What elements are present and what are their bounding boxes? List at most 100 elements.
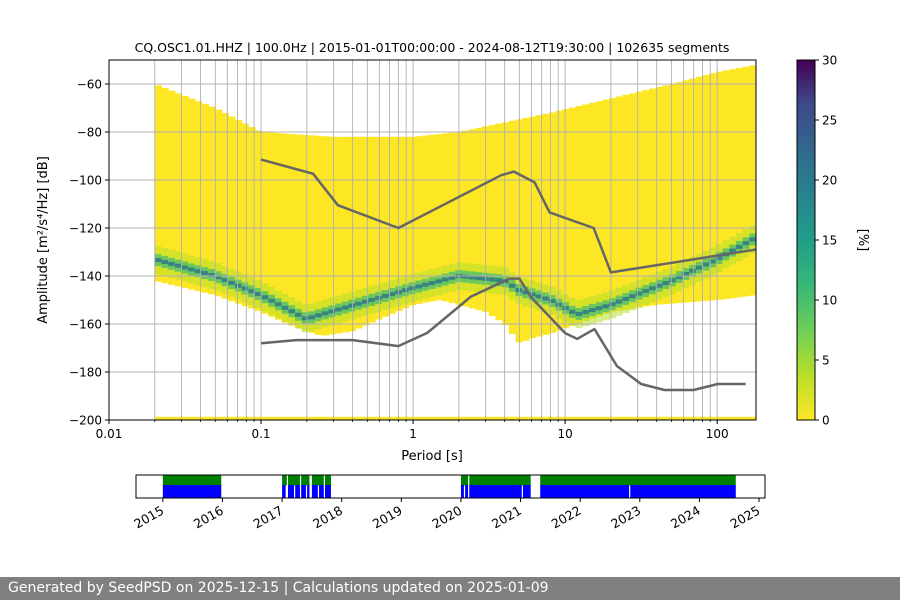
density-band-core (709, 259, 717, 264)
density-band (435, 134, 443, 301)
colorbar: 0 5 10 15 20 25 30 [%] (796, 54, 870, 428)
density-band (308, 135, 316, 333)
density-band-core (361, 299, 370, 304)
density-band (735, 67, 744, 298)
density-band (194, 101, 203, 292)
density-band-core (194, 269, 203, 274)
timeline-green-segment (311, 475, 324, 486)
timeline-blue-segment (630, 485, 736, 498)
density-band (555, 110, 563, 331)
plot-area: 0.01 0.1 1 10 100 −60 −80 −100 −120 −140 −160 −180… (69, 59, 757, 441)
density-band-core (254, 292, 263, 297)
density-band (468, 129, 477, 309)
density-band-core (408, 286, 416, 291)
footer: Generated by SeedPSD on 2025-12-15 | Cal… (0, 577, 900, 600)
density-band (522, 118, 530, 341)
density-band (201, 103, 209, 293)
x-axis-label: Period [s] (401, 449, 463, 464)
timeline-green-segment (540, 475, 736, 486)
density-band-core (475, 276, 483, 281)
density-band-core (682, 271, 690, 276)
plot-frame (108, 59, 757, 421)
density-band (582, 104, 590, 321)
density-band (575, 106, 583, 324)
colorbar-tick-label: 30 (822, 54, 837, 68)
density-band (395, 136, 403, 311)
density-band (335, 136, 343, 334)
timeline-tick-label: 2015 (131, 503, 166, 532)
density-band (321, 136, 330, 336)
density-band-core (629, 294, 637, 299)
density-band (675, 81, 684, 304)
density-band (588, 102, 597, 319)
density-band-core (609, 302, 617, 307)
density-band (174, 93, 183, 287)
density-band-core (341, 305, 350, 310)
colorbar-tick-label: 15 (822, 234, 837, 248)
density-band-core (401, 288, 410, 293)
density-band (428, 134, 436, 302)
timeline-green-segment (469, 475, 531, 486)
density-band (448, 132, 456, 304)
density-band-core (328, 309, 336, 314)
density-band-core (689, 268, 697, 273)
density-band-core (248, 289, 256, 294)
timeline-blue-segment (460, 485, 464, 498)
footer-text: Generated by SeedPSD on 2025-12-15 | Cal… (8, 580, 549, 596)
noise-model-curves (260, 158, 756, 392)
density-band-core (702, 262, 710, 267)
density-band-core (749, 237, 756, 242)
density-band-core (468, 275, 477, 280)
density-band (742, 66, 750, 297)
density-band (655, 86, 664, 305)
density-band-core (415, 284, 423, 289)
timeline-green-segment (282, 475, 287, 486)
colorbar-tick-label: 25 (822, 114, 837, 128)
density-band (341, 136, 350, 333)
density-band (368, 136, 376, 323)
density-band (642, 90, 650, 307)
density-band (301, 134, 310, 331)
density-band (462, 130, 470, 307)
density-band-core (421, 282, 430, 287)
chart-title: CQ.OSC1.01.HHZ | 100.0Hz | 2015-01-01T00… (135, 40, 730, 55)
density-band (495, 123, 503, 321)
density-band (615, 96, 623, 311)
y-tick-label: −100 (69, 174, 102, 188)
timeline-blue-segment (295, 485, 300, 498)
density-band-core (281, 305, 289, 310)
density-band (268, 132, 276, 317)
density-band-core (275, 302, 283, 307)
density-band (649, 88, 657, 306)
density-band (609, 98, 617, 312)
density-band (508, 120, 517, 334)
density-band (662, 85, 670, 305)
density-band (315, 135, 323, 335)
density-band (502, 122, 510, 326)
timeline-year-ticks: 2015 2016 2017 2018 2019 2020 2021 2022 2023 2024… (131, 498, 763, 532)
x-tick-label: 0.1 (251, 427, 270, 441)
timeline-blue-segment (282, 485, 286, 498)
density-band-core (321, 311, 330, 316)
density-band-core (308, 315, 316, 320)
density-band-core (548, 298, 557, 303)
density-band-core (228, 280, 236, 285)
density-band-core (261, 295, 269, 300)
density-band-core (528, 292, 537, 297)
timeline-blue-segment (465, 485, 469, 498)
density-band (421, 135, 430, 303)
timeline-tick-label: 2020 (429, 503, 464, 532)
density-band-core (635, 291, 644, 296)
density-band (702, 74, 710, 301)
nlnm-curve (260, 277, 746, 392)
density-band (275, 133, 283, 320)
colorbar-tick-label: 10 (822, 294, 837, 308)
y-tick-label: −60 (77, 78, 102, 92)
density-band-core (168, 261, 176, 266)
density-floor (154, 416, 756, 420)
density-band (488, 125, 497, 317)
density-band-core (355, 301, 363, 306)
timeline-blue-segment (307, 485, 310, 498)
colorbar-label: [%] (855, 229, 870, 252)
density-band-core (448, 275, 456, 280)
